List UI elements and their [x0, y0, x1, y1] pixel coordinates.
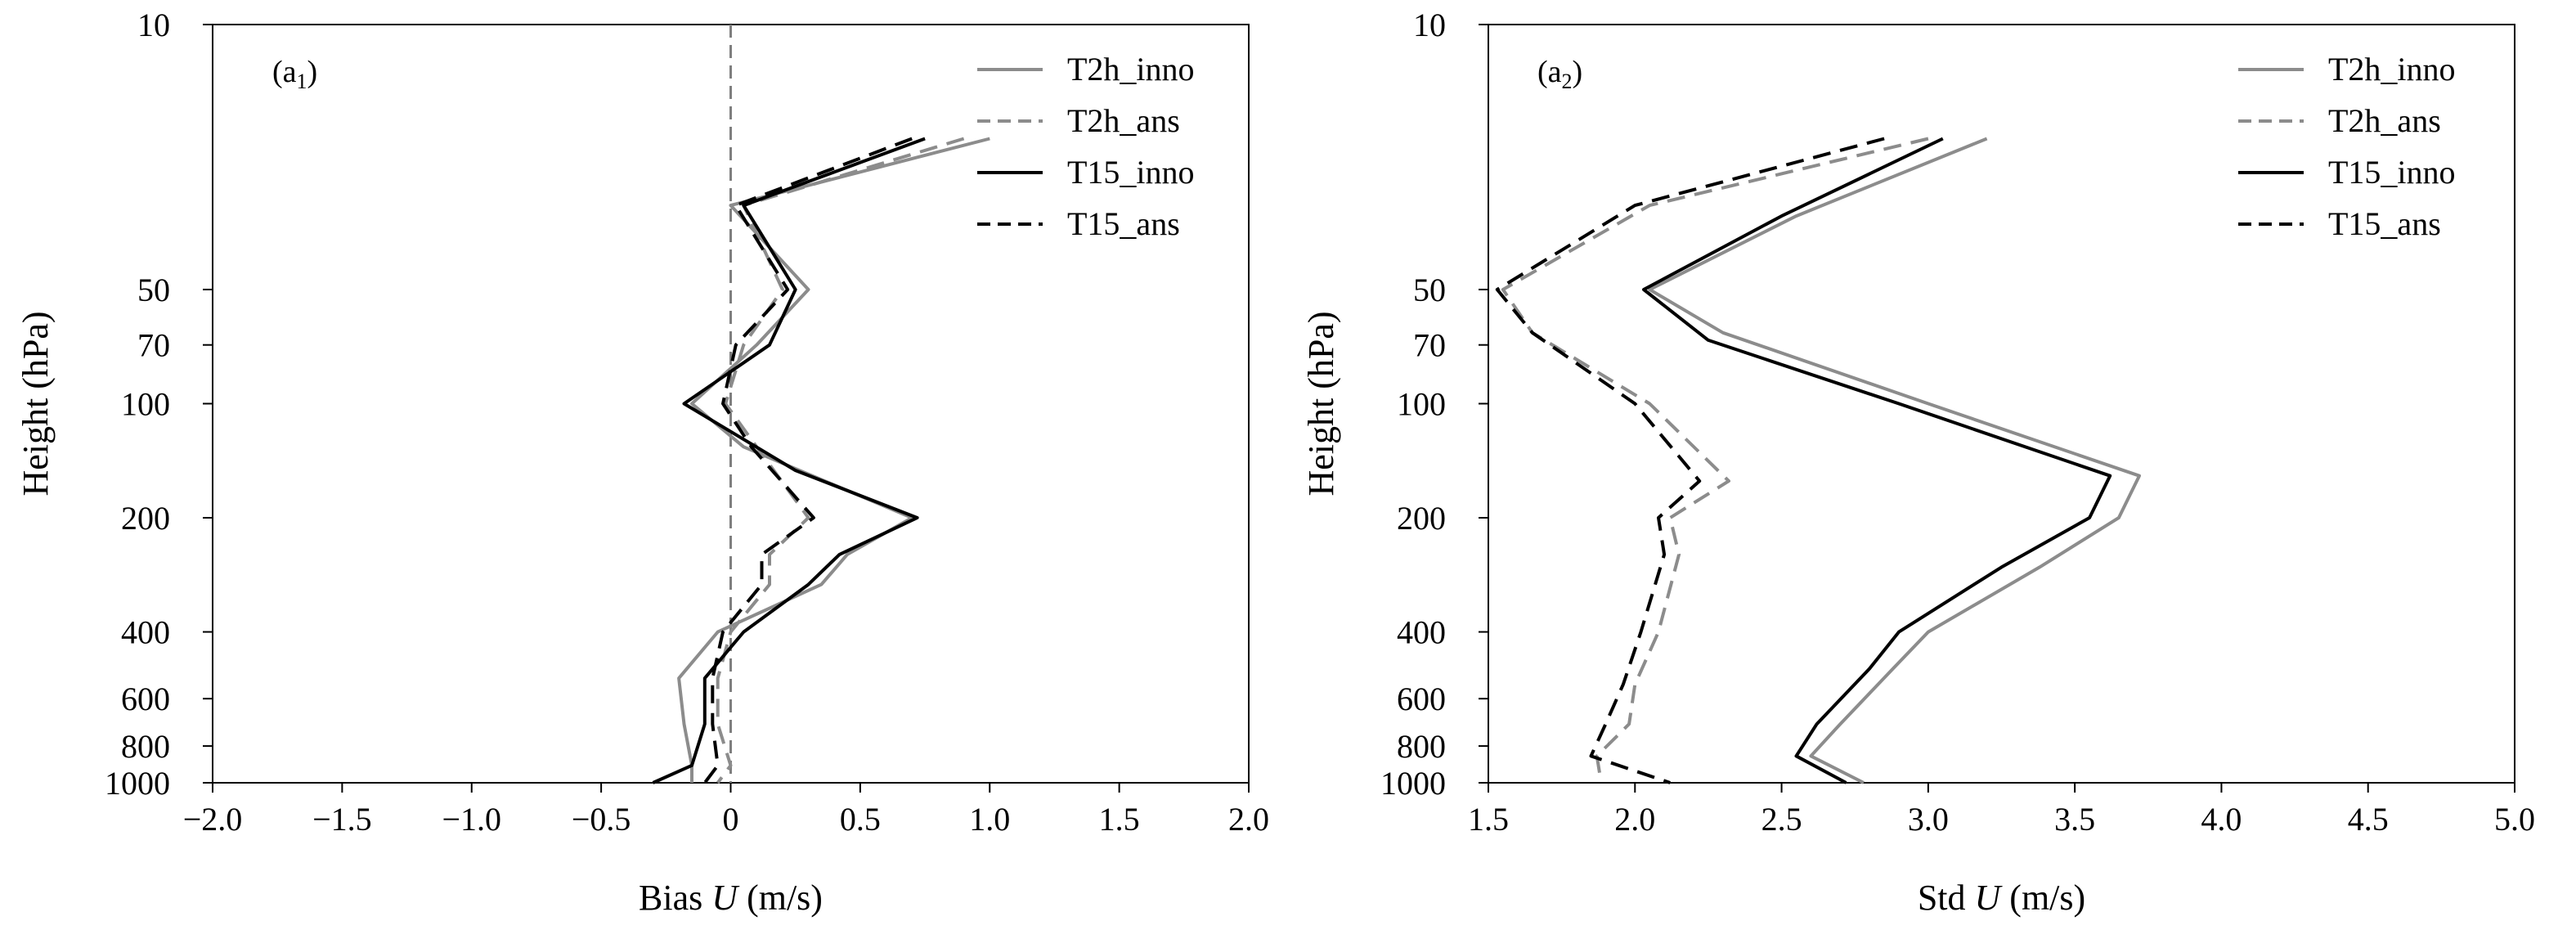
legend-label: T15_ans: [1067, 205, 1180, 242]
x-axis-title-variable: U: [1975, 878, 2004, 918]
series-line-t2h-ans: [1501, 137, 1929, 775]
y-tick-label: 200: [1397, 500, 1446, 537]
series-line-t15-ans: [703, 137, 913, 784]
x-tick-label: 2.5: [1761, 801, 1802, 838]
y-tick-label: 600: [121, 681, 170, 717]
x-axis-title-prefix: Std: [1918, 878, 1975, 918]
y-tick-label: 400: [1397, 614, 1446, 651]
x-tick-label: 5.0: [2494, 801, 2535, 838]
legend-label: T2h_ans: [1067, 102, 1180, 139]
y-tick-label: 800: [1397, 728, 1446, 765]
chart-panel-2: 1.5 2.0 2.5 3.0 3.5 4.0 4.5 5.0 10 50 70 100 200 400 6…: [1301, 7, 2535, 918]
x-tick-label: −0.5: [572, 801, 631, 838]
x-tick-label: 4.5: [2348, 801, 2389, 838]
y-tick-label: 10: [1413, 7, 1446, 43]
legend-label: T15_ans: [2328, 205, 2441, 242]
series-line-t2h-inno: [677, 137, 990, 783]
x-tick-label: 3.5: [2054, 801, 2095, 838]
legend-label: T15_inno: [2328, 154, 2456, 191]
y-tick-label: 10: [137, 7, 170, 43]
y-tick-label: 50: [1413, 272, 1446, 308]
y-tick-label: 100: [1397, 386, 1446, 423]
series-line-t15-inno: [652, 137, 926, 784]
legend-label: T2h_inno: [2328, 51, 2456, 88]
x-tick-label: 2.0: [1614, 801, 1655, 838]
x-axis-title-prefix: Bias: [639, 878, 711, 918]
x-axis-title: Std U (m/s): [1918, 878, 2085, 918]
y-axis-title: Height (hPa): [1301, 311, 1341, 496]
legend-label: T2h_ans: [2328, 102, 2441, 139]
x-axis-title: Bias U (m/s): [639, 878, 823, 918]
y-tick-label: 70: [1413, 327, 1446, 364]
y-tick-label: 1000: [1380, 765, 1446, 802]
x-tick-label: −2.0: [183, 801, 243, 838]
panel-label-text: (a: [1537, 55, 1562, 89]
x-tick-label: 2.0: [1228, 801, 1269, 838]
y-tick-label: 70: [137, 327, 170, 364]
x-tick-label: 0: [723, 801, 739, 838]
y-tick-label: 600: [1397, 681, 1446, 717]
x-tick-label: 1.5: [1099, 801, 1140, 838]
panel-label: (a2): [1537, 55, 1582, 93]
x-axis-title-suffix: (m/s): [2000, 878, 2085, 918]
panel-label-subscript: 2: [1562, 70, 1573, 93]
legend-label: T15_inno: [1067, 154, 1195, 191]
y-tick-label: 800: [121, 728, 170, 765]
x-tick-label: 1.0: [969, 801, 1010, 838]
x-tick-label: −1.0: [442, 801, 501, 838]
x-tick-label: 0.5: [840, 801, 881, 838]
x-axis-title-variable: U: [711, 878, 740, 918]
legend-label: T2h_inno: [1067, 51, 1195, 88]
y-tick-label: 400: [121, 614, 170, 651]
x-tick-label: −1.5: [312, 801, 372, 838]
series-line-t2h-inno: [1648, 137, 2141, 784]
panel-label-text: (a: [272, 55, 297, 89]
chart-panel-1: −2.0 −1.5 −1.0 −0.5 0 0.5 1.0 1.5 2.0 10 50 70 100 20…: [16, 7, 1269, 918]
y-tick-label: 200: [121, 500, 170, 537]
panel-label: (a1): [272, 55, 317, 93]
y-tick-label: 1000: [105, 765, 170, 802]
panel-label-close: ): [1573, 55, 1583, 89]
series-line-t15-ans: [1495, 137, 1885, 784]
y-tick-label: 50: [137, 272, 170, 308]
panel-label-close: ): [307, 55, 318, 89]
y-axis-title: Height (hPa): [16, 311, 56, 496]
panel-label-subscript: 1: [297, 70, 307, 93]
x-axis-title-suffix: (m/s): [738, 878, 823, 918]
x-tick-label: 1.5: [1468, 801, 1509, 838]
x-tick-label: 3.0: [1908, 801, 1949, 838]
x-tick-label: 4.0: [2201, 801, 2242, 838]
series-line-t15-inno: [1642, 137, 2112, 784]
y-tick-label: 100: [121, 386, 170, 423]
